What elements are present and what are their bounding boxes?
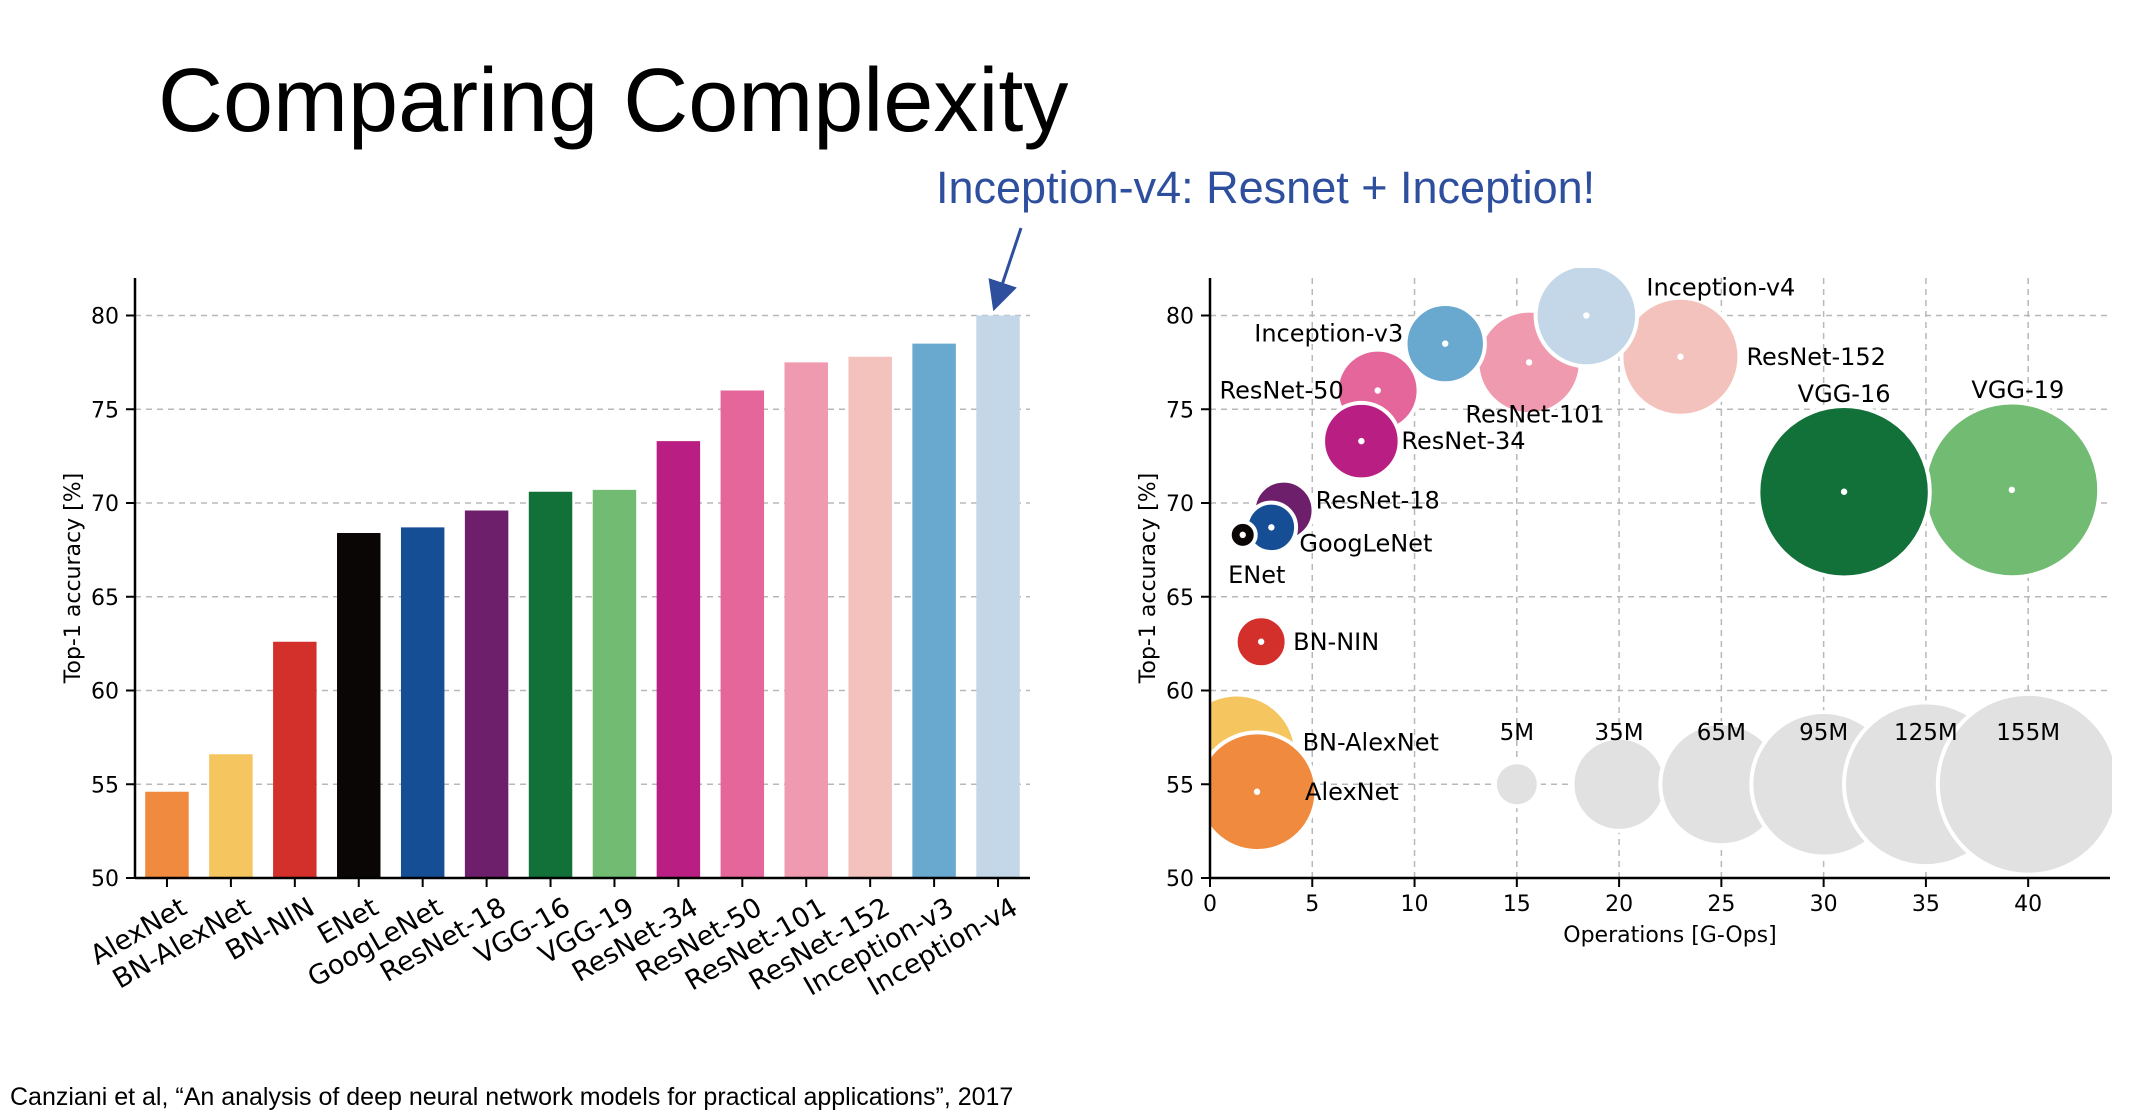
bubble-x-axis-label: Operations [G-Ops] — [1563, 923, 1776, 948]
bar-resnet-101 — [784, 362, 828, 878]
bar-bn-nin — [273, 641, 317, 878]
bubble-chart: 50 55 60 65 70 75 80 0 5 10 15 20 25 30 35 40 5M 35M 65M 95… — [1136, 268, 2112, 948]
bar-inception-v4 — [976, 315, 1020, 878]
bar-y-axis-label: Top-1 accuracy [%] — [61, 473, 86, 684]
citation: Canziani et al, “An analysis of deep neu… — [10, 1083, 1014, 1111]
bubble-ytick-label: 80 — [1166, 305, 1194, 330]
bubble-label: Inception-v3 — [1254, 320, 1403, 348]
bar-alexnet — [145, 791, 189, 878]
bubble-ytick-label: 60 — [1166, 680, 1194, 705]
size-legend-label: 155M — [1996, 720, 2060, 746]
bubble-center-dot — [1374, 387, 1381, 394]
bubble-ytick-label: 65 — [1166, 586, 1194, 611]
bubble-ytick-label: 75 — [1166, 398, 1194, 423]
bubble-xtick-label: 20 — [1605, 892, 1633, 917]
bubble-alexnet — [1210, 730, 1319, 854]
bubble-xtick-label: 25 — [1707, 892, 1735, 917]
bubble-ytick-label: 50 — [1166, 867, 1194, 892]
bar-ytick-label: 70 — [91, 492, 119, 517]
bubble-center-dot — [1239, 531, 1246, 539]
bubble-xtick-label: 30 — [1810, 892, 1838, 917]
bar-ytick-label: 80 — [91, 305, 119, 330]
bubble-center-dot — [1358, 437, 1365, 445]
size-legend-label: 35M — [1595, 720, 1644, 746]
bubble-ytick-label: 70 — [1166, 492, 1194, 517]
bubble-label: ResNet-50 — [1220, 377, 1344, 405]
bar-inception-v3 — [912, 343, 956, 878]
bubble-label: GoogLeNet — [1299, 529, 1432, 557]
bar-chart: 50556065707580AlexNetBN-AlexNetBN-NINENe… — [61, 278, 1030, 1002]
bar-ytick-label: 75 — [91, 398, 119, 423]
bubble-label: ResNet-34 — [1401, 427, 1525, 455]
bubble-center-dot — [1583, 312, 1590, 319]
bar-resnet-50 — [720, 390, 765, 878]
bubble-center-dot — [1840, 488, 1848, 495]
bubble-xtick-label: 15 — [1503, 892, 1531, 917]
bar-ytick-label: 60 — [91, 680, 119, 705]
bubble-label: VGG-19 — [1971, 376, 2064, 404]
bubble-y-axis-label: Top-1 accuracy [%] — [1136, 473, 1161, 684]
size-legend-label: 95M — [1799, 720, 1848, 746]
size-legend-label: 65M — [1697, 720, 1746, 746]
bubble-ytick-label: 55 — [1166, 773, 1194, 798]
bubble-center-dot — [1677, 353, 1684, 360]
bubble-label: Inception-v4 — [1646, 274, 1795, 302]
bubble-xtick-label: 35 — [1912, 892, 1940, 917]
bar-ytick-label: 50 — [91, 867, 119, 892]
bubble-center-dot — [2008, 486, 2016, 494]
size-legend-bubble — [1492, 760, 1541, 809]
bubble-xtick-label: 40 — [2014, 892, 2042, 917]
bubble-xtick-label: 5 — [1305, 892, 1319, 917]
size-legend-label: 5M — [1500, 720, 1534, 746]
bubble-label: ENet — [1228, 561, 1285, 589]
bubble-label: VGG-16 — [1798, 380, 1891, 408]
bubble-center-dot — [1257, 638, 1265, 645]
bubble-label: ResNet-101 — [1465, 400, 1604, 428]
bubble-center-dot — [1442, 340, 1449, 347]
callout-text: Inception-v4: Resnet + Inception! — [936, 162, 1596, 213]
bar-resnet-34 — [656, 441, 701, 878]
bar-ytick-label: 65 — [91, 586, 119, 611]
bubble-label: BN-NIN — [1293, 628, 1379, 656]
bar-resnet-18 — [464, 510, 509, 878]
size-legend-label: 125M — [1894, 720, 1958, 746]
bar-bn-alexnet — [209, 754, 253, 878]
bar-resnet-152 — [848, 356, 892, 878]
size-legend-bubble — [1570, 735, 1668, 833]
bar-googlenet — [400, 527, 445, 878]
slide-title: Comparing Complexity — [158, 51, 1069, 151]
bubble-label: BN-AlexNet — [1303, 728, 1439, 756]
bubble-label: AlexNet — [1305, 778, 1399, 806]
bubble-center-dot — [1268, 524, 1275, 531]
bubble-xtick-label: 10 — [1401, 892, 1429, 917]
bubble-center-dot — [1525, 359, 1533, 366]
bubble-xtick-label: 0 — [1203, 892, 1217, 917]
bar-ytick-label: 55 — [91, 773, 119, 798]
bubble-center-dot — [1253, 788, 1261, 795]
callout-arrow — [988, 227, 1023, 312]
bar-vgg-19 — [592, 489, 637, 878]
bar-vgg-16 — [528, 491, 573, 878]
bubble-layer — [1210, 268, 2112, 877]
bar-enet — [337, 533, 381, 878]
bubble-label: ResNet-18 — [1316, 487, 1440, 515]
size-legend-bubble — [1935, 691, 2112, 877]
bubble-label: ResNet-152 — [1746, 343, 1885, 371]
